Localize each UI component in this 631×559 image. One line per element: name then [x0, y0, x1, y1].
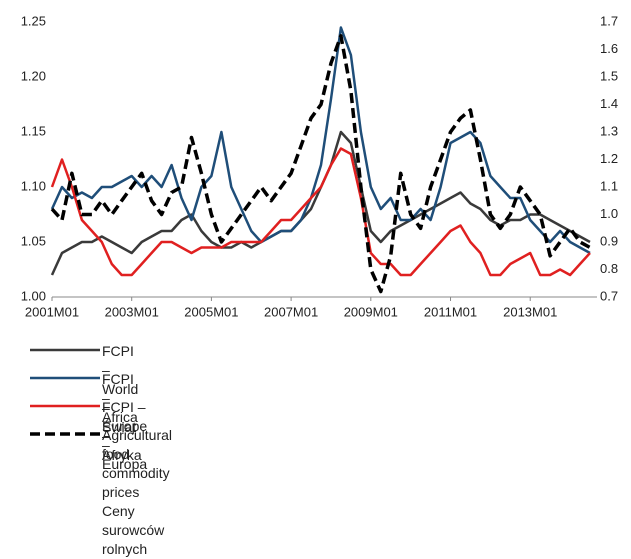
- series-line: [50, 147, 591, 277]
- y2-tick-label: 0.9: [600, 233, 618, 248]
- x-tick-label: 2001M01: [25, 304, 79, 319]
- y2-tick-label: 1.6: [600, 41, 618, 56]
- y-tick-label: 1.15: [21, 123, 46, 138]
- x-tick-label: 2009M01: [344, 304, 398, 319]
- y2-tick-label: 1.2: [600, 151, 618, 166]
- x-tick-label: 2007M01: [264, 304, 318, 319]
- legend-swatch: [30, 348, 100, 352]
- legend-label: FCPI – World – Świat: [102, 343, 139, 435]
- y2-tick-label: 1.1: [600, 178, 618, 193]
- y2-tick-label: 1.4: [600, 96, 618, 111]
- y-tick-label: 1.25: [21, 13, 46, 28]
- x-tick-label: 2005M01: [184, 304, 238, 319]
- y-tick-label: 1.20: [21, 68, 46, 83]
- x-tick-label: 2011M01: [424, 304, 477, 319]
- y2-tick-label: 0.7: [600, 288, 618, 303]
- legend-swatch: [30, 432, 100, 436]
- y-tick-label: 1.10: [21, 178, 46, 193]
- y-tick-label: 1.05: [21, 233, 46, 248]
- series-line: [50, 130, 591, 276]
- x-tick-label: 2003M01: [105, 304, 159, 319]
- series-line: [50, 34, 591, 294]
- legend-label: Agricultural food commodity prices Ceny …: [102, 427, 173, 557]
- x-tick-label: 2013M01: [503, 304, 557, 319]
- y2-tick-label: 1.0: [600, 206, 618, 221]
- legend-swatch: [30, 376, 100, 380]
- y2-tick-label: 1.3: [600, 123, 618, 138]
- y2-tick-label: 0.8: [600, 261, 618, 276]
- page: {"chart_data": {"type": "line", "categor…: [20, 13, 619, 557]
- y-tick-label: 1.00: [21, 288, 46, 303]
- chart: 1.00 1.05 1.10 1.15 1.20 1.25 0.7 0.8 0.9 1.0 1.1 1…: [21, 13, 618, 319]
- y2-tick-label: 1.7: [600, 13, 618, 28]
- series-line: [50, 26, 591, 255]
- legend-label: FCPI – Africa – Afryka: [102, 371, 142, 463]
- y2-tick-label: 1.5: [600, 68, 618, 83]
- legend-swatch: [30, 404, 100, 408]
